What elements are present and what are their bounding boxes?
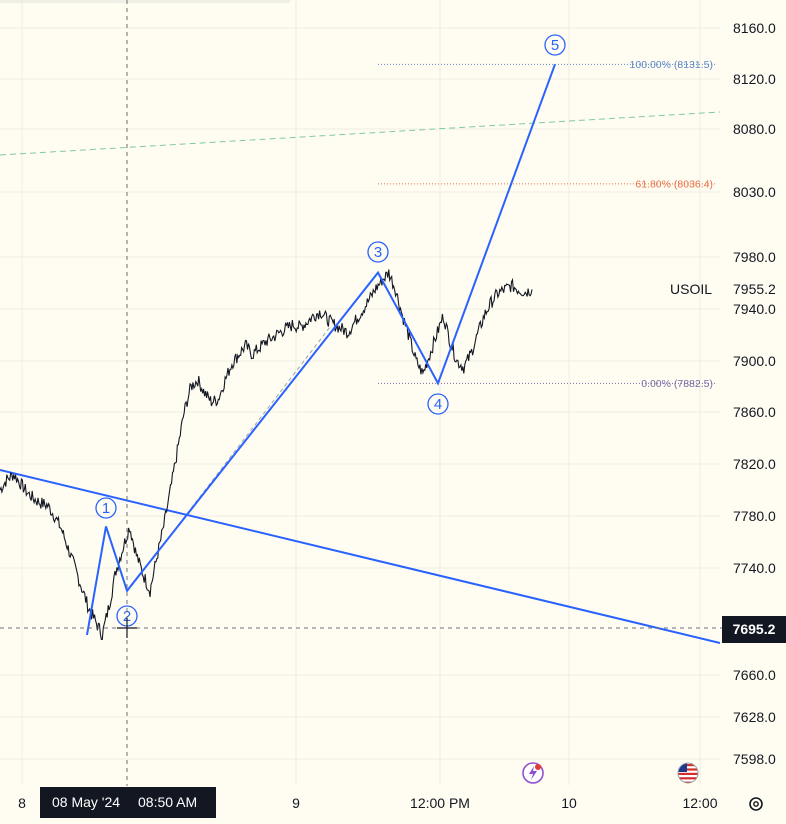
y-axis: 8160.0 8120.0 8080.0 8030.0 7980.0 7940.0 7900…	[733, 20, 776, 767]
crosshair-price-badge: 7695.2	[722, 616, 786, 643]
x-tick-2: 12:00 PM	[410, 795, 470, 811]
y-tick-7780.0: 7780.0	[733, 508, 776, 524]
lightning-icon[interactable]	[521, 761, 545, 785]
us-flag-icon[interactable]	[676, 761, 700, 785]
crosshair-time-badge: 08 May '24 08:50 AM	[40, 787, 216, 818]
wave-circle-1	[95, 497, 117, 519]
y-tick-7940.0: 7940.0	[733, 301, 776, 317]
symbol-label: USOIL	[670, 281, 713, 297]
y-tick-7980.0: 7980.0	[733, 249, 776, 265]
wave-label-1: 1	[102, 500, 110, 517]
wave-label-5: 5	[551, 37, 559, 54]
x-tick-0: 8	[18, 795, 26, 811]
crosshair	[0, 0, 722, 786]
y-tick-8120.0: 8120.0	[733, 71, 776, 87]
x-tick-3: 10	[561, 795, 577, 811]
x-tick-1: 9	[292, 795, 300, 811]
y-tick-7660.0: 7660.0	[733, 667, 776, 683]
y-tick-7598.0: 7598.0	[733, 751, 776, 767]
trend-lines[interactable]	[0, 111, 721, 644]
grid	[0, 0, 720, 785]
price-line	[0, 269, 533, 641]
fib-label-1: 61.80% (8036.4)	[635, 178, 713, 190]
y-tick-8160.0: 8160.0	[733, 20, 776, 36]
wave-circle-3	[367, 241, 389, 263]
y-tick-7900.0: 7900.0	[733, 353, 776, 369]
y-tick-7628.0: 7628.0	[733, 709, 776, 725]
descending-trendline	[0, 469, 721, 644]
y-tick-7820.0: 7820.0	[733, 456, 776, 472]
y-tick-7860.0: 7860.0	[733, 404, 776, 420]
y-tick-8030.0: 8030.0	[733, 184, 776, 200]
price-series	[0, 269, 533, 641]
y-tick-8080.0: 8080.0	[733, 121, 776, 137]
last-price-label: 7955.2	[733, 281, 776, 297]
x-axis: 8 9 12:00 PM 10 12:00	[18, 795, 718, 811]
channel-line-dashed	[0, 111, 721, 156]
crosshair-time: 08:50 AM	[138, 794, 198, 810]
crosshair-date: 08 May '24	[52, 794, 121, 810]
y-tick-7740.0: 7740.0	[733, 560, 776, 576]
wave-circle-4	[427, 393, 449, 415]
top-strip	[0, 0, 290, 3]
x-tick-4: 12:00	[682, 795, 717, 811]
wave-path	[86, 63, 556, 636]
fib-label-2: 0.00% (7882.5)	[641, 378, 713, 390]
wave-label-3: 3	[374, 244, 382, 261]
wave-circle-5	[544, 34, 566, 56]
fib-levels[interactable]: 100.00% (8131.5) 61.80% (8036.4) 0.00% (78…	[378, 59, 716, 390]
settings-icon[interactable]	[746, 794, 766, 814]
wave-label-4: 4	[434, 396, 442, 413]
fib-label-0: 100.00% (8131.5)	[630, 59, 713, 71]
